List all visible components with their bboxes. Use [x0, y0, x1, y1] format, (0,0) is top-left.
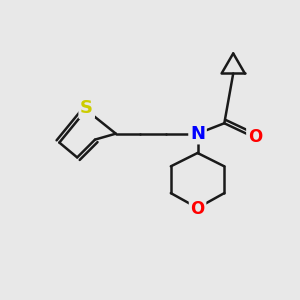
Text: N: N: [190, 125, 205, 143]
Text: S: S: [80, 99, 93, 117]
Text: O: O: [248, 128, 262, 146]
Text: O: O: [190, 200, 205, 218]
